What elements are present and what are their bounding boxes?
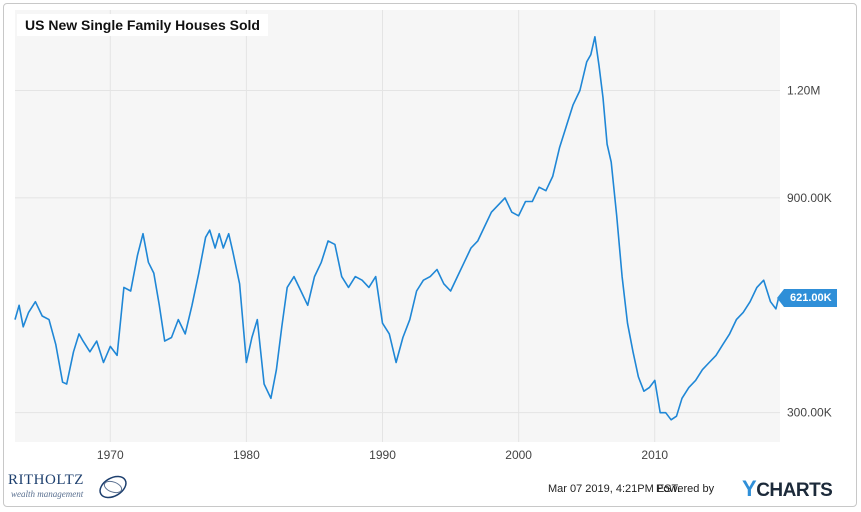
y-tick-label-2: 1.20M (787, 84, 820, 98)
x-axis: 1970 1980 1990 2000 2010 (97, 448, 669, 462)
ritholtz-name: RITHOLTZ (8, 472, 84, 488)
x-tick-label-2000: 2000 (505, 448, 532, 462)
x-tick-label-1980: 1980 (233, 448, 260, 462)
last-value-badge: 621.00K (777, 289, 837, 307)
ritholtz-emblem-icon (99, 475, 127, 499)
ritholtz-subtitle: wealth management (11, 489, 84, 499)
footer-timestamp: Mar 07 2019, 4:21PM EST. (548, 483, 681, 495)
plot-area (15, 10, 780, 442)
x-tick-label-1990: 1990 (369, 448, 396, 462)
y-tick-label-0: 300.00K (787, 406, 832, 420)
ritholtz-logo: RITHOLTZ wealth management (8, 470, 138, 504)
grid (15, 10, 780, 442)
ycharts-logo-text: CHARTS (756, 480, 833, 501)
series-line (14, 36, 780, 421)
y-axis: 300.00K 900.00K 1.20M (787, 84, 832, 420)
powered-by-label: Powered by (656, 483, 715, 495)
y-tick-label-1: 900.00K (787, 191, 832, 205)
ycharts-logo[interactable]: YCHARTS (742, 476, 833, 502)
chart-title: US New Single Family Houses Sold (17, 14, 268, 36)
ycharts-logo-y: Y (742, 476, 757, 501)
x-tick-label-2010: 2010 (641, 448, 668, 462)
x-tick-label-1970: 1970 (97, 448, 124, 462)
